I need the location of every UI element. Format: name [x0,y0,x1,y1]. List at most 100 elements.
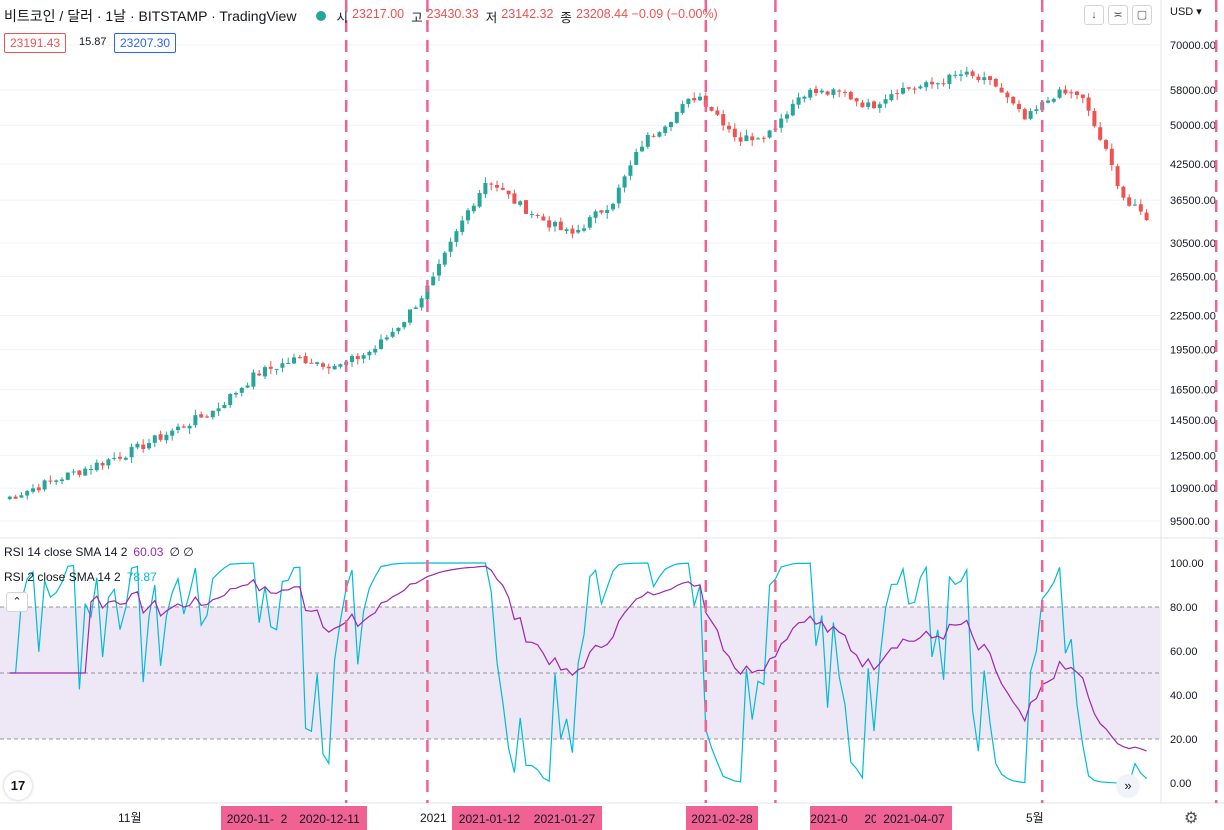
maximize-icon[interactable]: ▢ [1132,5,1152,25]
scroll-to-realtime-button[interactable]: » [1116,774,1140,798]
price-tick-label: 22500.00 [1170,311,1216,323]
candle-body [732,128,737,138]
candle-body [634,152,639,165]
candle-body [640,146,644,152]
candle-body [889,94,894,101]
candle-body [338,364,343,367]
candle-body [7,496,12,500]
candle-body [1104,140,1108,149]
candle-body [819,90,824,93]
marker-tag-label: 2021-04-07 [883,812,945,826]
candle-body [1133,204,1137,206]
price-tick-label: 50000.00 [1170,120,1216,132]
candle-body [71,471,76,473]
candle-body [332,365,337,370]
candle-body [715,110,720,115]
candle-body [396,327,401,332]
candle-body [512,193,517,204]
candle-body [77,470,82,475]
rsi14-label: RSI 14 close SMA 14 2 [4,545,128,559]
rsi-tick-label: 20.00 [1170,734,1198,746]
price-tick-label: 16500.00 [1170,384,1216,396]
candle-body [935,83,940,85]
rsi14-line [9,565,1147,752]
price-tick-label: 14500.00 [1170,415,1216,427]
candle-body [19,495,24,498]
candle-body [408,309,412,323]
candle-body [895,93,900,95]
candle-body [65,472,70,480]
marker-tag-bg [876,806,952,830]
tradingview-logo-icon[interactable]: 17 [4,772,32,800]
marker-date-tag: 2021-01-27 [527,806,602,830]
candle-body [187,425,192,429]
candle-body [147,443,151,449]
candle-body [959,74,963,76]
candle-body [31,488,35,492]
candle-body [860,102,865,108]
rsi-band [0,607,1160,739]
candle-body [234,392,238,395]
currency-label: USD [1170,6,1194,18]
candle-body [303,356,308,364]
time-axis-label: 2021 [420,811,447,825]
rsi-tick-label: 60.00 [1170,646,1198,658]
candle-body [541,216,546,221]
candle-body [529,214,534,216]
marker-date-tag: 2021-01-12 [452,806,527,830]
marker-tag-bg [452,806,527,830]
candle-body [205,416,209,418]
candle-body [848,91,853,100]
candle-body [361,355,366,359]
rsi14-legend[interactable]: RSI 14 close SMA 14 2 60.03 ∅ ∅ [4,545,194,559]
arrow-down-icon[interactable]: ↓ [1084,5,1104,25]
candle-body [1144,212,1149,221]
candle-body [808,89,813,98]
low-value: 23142.32 [501,6,554,21]
ask-badge[interactable]: 23207.30 [114,33,177,53]
rsi2-line [9,562,1148,784]
candle-body [228,394,233,406]
candle-body [460,220,465,232]
symbol-title[interactable]: 비트코인 / 달러 · 1날 · BITSTAMP · TradingView [4,8,297,24]
candle-body [576,229,581,233]
bid-badge[interactable]: 23191.43 [4,33,67,53]
candle-body [123,457,128,460]
price-tick-label: 12500.00 [1170,451,1216,463]
candle-body [135,443,140,448]
collapse-legend-button[interactable]: ⌃ [6,592,28,612]
candle-body [181,426,186,428]
currency-selector[interactable]: USD ▾ [1170,6,1202,18]
close-label: 종 [560,10,572,25]
marker-date-tag: 2021-0 20 [810,806,878,830]
rsi2-label: RSI 2 close SMA 14 2 [4,570,121,584]
collapse-icon[interactable]: ≍ [1108,5,1128,25]
candle-body [1005,92,1010,98]
candle-body [239,387,244,393]
candle-body [495,185,499,188]
candle-body [118,456,122,459]
candle-body [286,363,291,365]
candle-body [680,104,685,113]
candle-body [605,209,610,213]
rsi2-legend[interactable]: RSI 2 close SMA 14 2 78.87 [4,570,157,584]
candle-body [1051,98,1056,102]
candle-body [738,137,743,142]
candle-body [825,91,830,95]
candle-body [216,408,221,412]
candle-body [674,111,679,123]
candle-body [164,434,169,441]
candle-body [350,355,354,362]
candle-body [222,404,227,409]
gear-icon[interactable]: ⚙ [1184,810,1199,827]
candle-body [500,187,505,190]
candle-body [518,201,523,205]
candle-body [814,88,818,94]
marker-tag-label: 2021-01-27 [534,812,596,826]
candle-body [524,200,528,214]
price-tick-label: 19500.00 [1170,345,1216,357]
candle-body [158,434,163,440]
close-value: 23208.44 −0.09 (−0.00%) [575,6,718,21]
